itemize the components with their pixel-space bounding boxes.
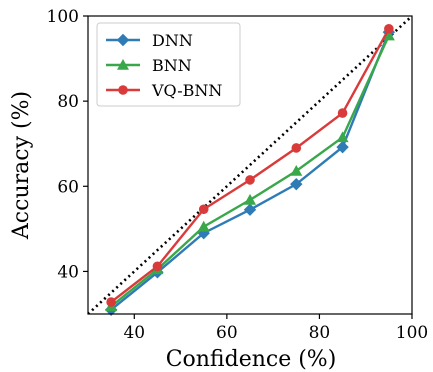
data-point-vq-bnn bbox=[245, 175, 255, 185]
x-tick-label: 80 bbox=[309, 323, 331, 343]
data-point-vq-bnn bbox=[337, 108, 348, 118]
y-axis-label: Accuracy (%) bbox=[9, 91, 34, 240]
legend-box bbox=[96, 22, 241, 107]
legend-label-bnn: BNN bbox=[152, 56, 192, 75]
legend-label-vq-bnn: VQ-BNN bbox=[151, 81, 222, 100]
data-point-vq-bnn bbox=[291, 143, 302, 153]
data-point-bnn bbox=[290, 164, 303, 176]
x-tick-label: 40 bbox=[123, 323, 145, 343]
legend-entry-vq-bnn: VQ-BNN bbox=[106, 81, 222, 100]
data-point-bnn bbox=[197, 220, 210, 232]
data-point-dnn bbox=[243, 203, 257, 216]
data-point-bnn bbox=[244, 193, 256, 205]
legend-label-dnn: DNN bbox=[152, 31, 193, 50]
data-point-bnn bbox=[336, 131, 349, 143]
x-tick-label: 60 bbox=[216, 323, 238, 343]
x-axis-label: Confidence (%) bbox=[166, 347, 337, 372]
data-point-dnn bbox=[290, 177, 303, 191]
y-tick-label: 80 bbox=[57, 92, 79, 112]
x-tick-label: 100 bbox=[396, 323, 428, 343]
data-point-vq-bnn bbox=[384, 23, 394, 34]
y-tick-label: 40 bbox=[57, 262, 79, 282]
legend-marker-dnn bbox=[116, 33, 130, 47]
plot-area bbox=[88, 16, 412, 316]
axes: 40 60 80 100 40 60 80 100 bbox=[47, 7, 429, 343]
legend-marker-vq-bnn bbox=[118, 85, 128, 95]
data-point-bnn bbox=[382, 29, 395, 41]
legend-marker-bnn bbox=[117, 59, 129, 70]
y-tick-label: 100 bbox=[47, 7, 79, 27]
data-point-dnn bbox=[336, 140, 349, 154]
reference-diagonal-line bbox=[88, 16, 412, 314]
data-point-vq-bnn bbox=[106, 297, 116, 307]
y-tick-label: 60 bbox=[57, 177, 79, 197]
plot-frame bbox=[87, 15, 413, 315]
data-point-vq-bnn bbox=[152, 261, 163, 272]
legend-entry-dnn: DNN bbox=[106, 31, 193, 50]
data-point-vq-bnn bbox=[198, 204, 209, 215]
legend: DNN BNN VQ-BNN bbox=[96, 22, 241, 107]
series-vq-bnn bbox=[106, 23, 394, 307]
legend-entry-bnn: BNN bbox=[106, 56, 192, 75]
